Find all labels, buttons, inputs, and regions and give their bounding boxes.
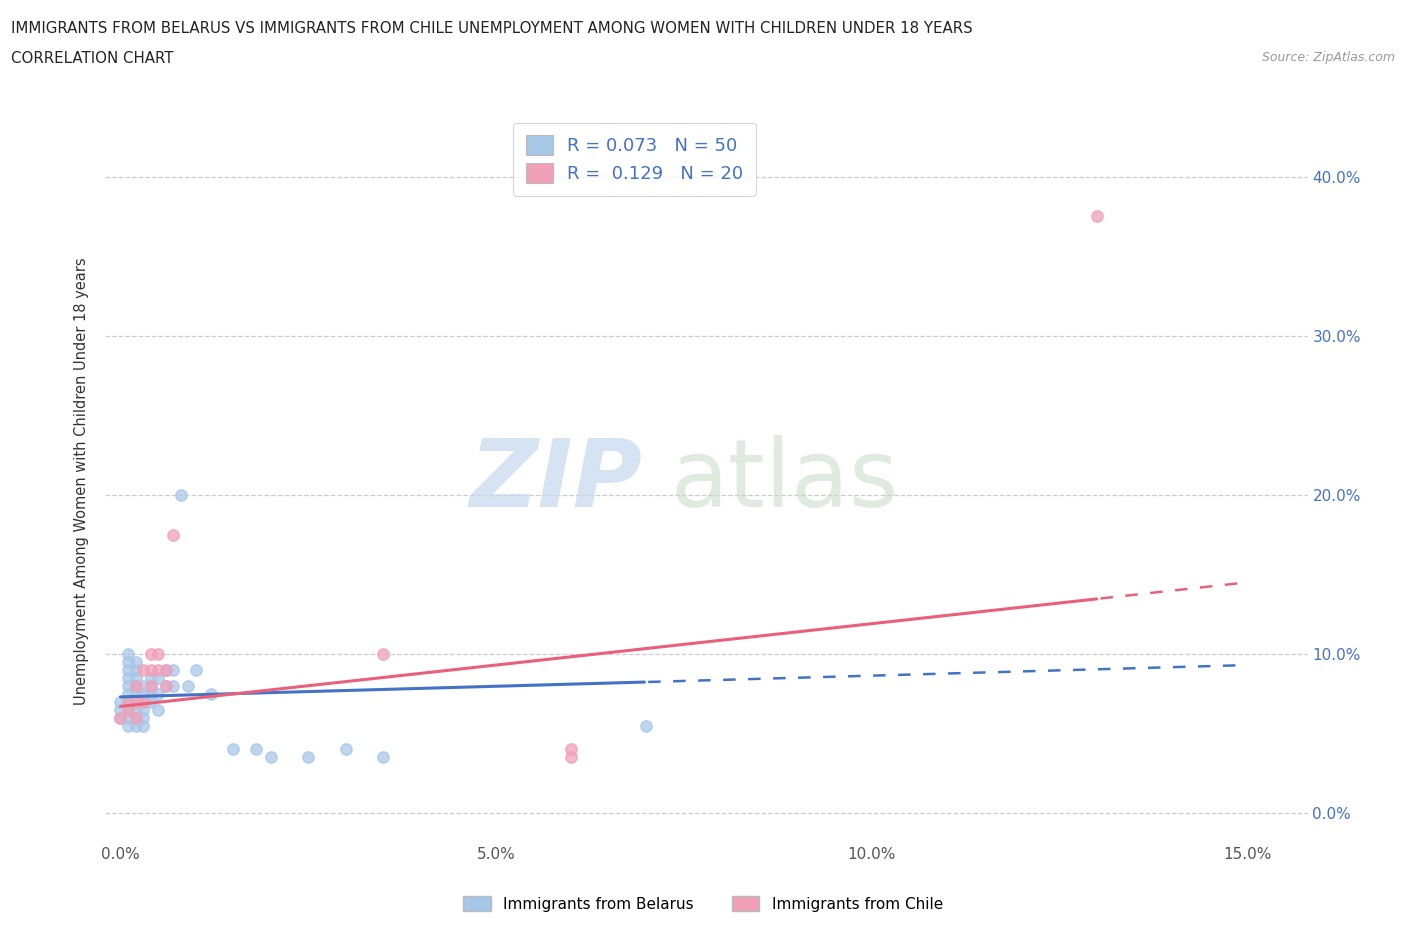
Point: [132, 711, 155, 725]
Point: [117, 646, 139, 661]
Point: [132, 694, 155, 709]
Point: [297, 750, 319, 764]
Y-axis label: Unemployment Among Women with Children Under 18 years: Unemployment Among Women with Children U…: [75, 258, 90, 705]
Point: [124, 702, 146, 717]
Point: [124, 718, 146, 733]
Point: [124, 671, 146, 685]
Legend: Immigrants from Belarus, Immigrants from Chile: Immigrants from Belarus, Immigrants from…: [457, 889, 949, 918]
Point: [124, 694, 146, 709]
Point: [139, 662, 162, 677]
Point: [124, 655, 146, 670]
Point: [139, 671, 162, 685]
Point: [117, 702, 139, 717]
Point: [124, 711, 146, 725]
Point: [177, 678, 200, 693]
Point: [146, 646, 169, 661]
Point: [117, 718, 139, 733]
Point: [155, 678, 177, 693]
Point: [1085, 209, 1108, 224]
Point: [139, 686, 162, 701]
Point: [117, 662, 139, 677]
Point: [155, 678, 177, 693]
Point: [124, 694, 146, 709]
Point: [155, 662, 177, 677]
Point: [132, 702, 155, 717]
Point: [124, 678, 146, 693]
Point: [117, 694, 139, 709]
Point: [117, 686, 139, 701]
Point: [124, 662, 146, 677]
Point: [110, 711, 132, 725]
Point: [139, 694, 162, 709]
Point: [117, 655, 139, 670]
Point: [117, 702, 139, 717]
Point: [155, 662, 177, 677]
Point: [110, 702, 132, 717]
Point: [245, 742, 267, 757]
Point: [146, 671, 169, 685]
Point: [139, 646, 162, 661]
Point: [260, 750, 283, 764]
Legend: R = 0.073   N = 50, R =  0.129   N = 20: R = 0.073 N = 50, R = 0.129 N = 20: [513, 123, 756, 196]
Point: [373, 750, 395, 764]
Point: [162, 678, 184, 693]
Point: [184, 662, 207, 677]
Point: [110, 711, 132, 725]
Point: [132, 686, 155, 701]
Point: [200, 686, 222, 701]
Point: [373, 646, 395, 661]
Point: [132, 678, 155, 693]
Point: [117, 671, 139, 685]
Point: [124, 678, 146, 693]
Point: [139, 678, 162, 693]
Point: [132, 718, 155, 733]
Point: [124, 711, 146, 725]
Text: atlas: atlas: [671, 435, 898, 527]
Point: [139, 678, 162, 693]
Point: [132, 662, 155, 677]
Point: [636, 718, 658, 733]
Text: ZIP: ZIP: [470, 435, 643, 527]
Point: [560, 742, 582, 757]
Point: [162, 662, 184, 677]
Text: Source: ZipAtlas.com: Source: ZipAtlas.com: [1261, 51, 1395, 64]
Point: [117, 678, 139, 693]
Point: [132, 694, 155, 709]
Text: IMMIGRANTS FROM BELARUS VS IMMIGRANTS FROM CHILE UNEMPLOYMENT AMONG WOMEN WITH C: IMMIGRANTS FROM BELARUS VS IMMIGRANTS FR…: [11, 21, 973, 36]
Point: [560, 750, 582, 764]
Point: [110, 694, 132, 709]
Point: [222, 742, 245, 757]
Point: [162, 527, 184, 542]
Point: [169, 487, 191, 502]
Point: [146, 686, 169, 701]
Point: [117, 694, 139, 709]
Point: [335, 742, 357, 757]
Point: [146, 702, 169, 717]
Point: [117, 711, 139, 725]
Point: [146, 662, 169, 677]
Text: CORRELATION CHART: CORRELATION CHART: [11, 51, 174, 66]
Point: [124, 686, 146, 701]
